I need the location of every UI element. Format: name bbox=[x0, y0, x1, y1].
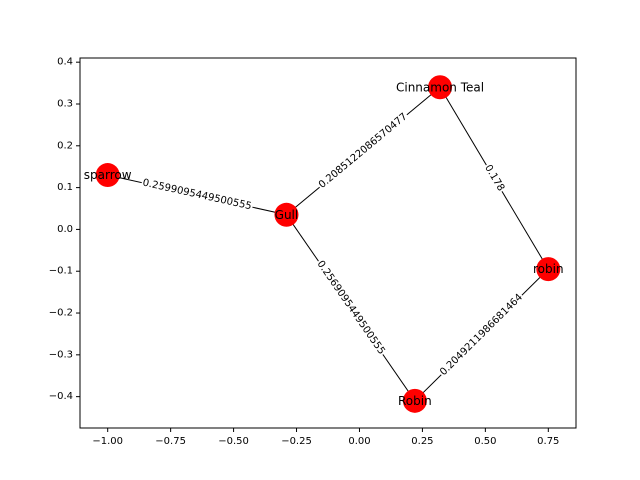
edge-label-background bbox=[316, 110, 411, 192]
y-tick-label: −0.3 bbox=[49, 349, 73, 360]
x-tick-label: 0.00 bbox=[348, 436, 370, 447]
node-label-layer: sparrow Gull Cinnamon Teal robin Robin bbox=[84, 80, 564, 408]
node-layer bbox=[95, 75, 561, 413]
node-teal bbox=[428, 75, 453, 100]
edge-label-background bbox=[140, 177, 254, 213]
y-tick-label: −0.2 bbox=[49, 308, 73, 319]
y-tick-label: 0.4 bbox=[57, 57, 73, 68]
x-tick-label: 0.25 bbox=[411, 436, 433, 447]
node-label-sparrow: sparrow bbox=[84, 168, 132, 182]
plot-frame bbox=[79, 57, 577, 429]
node-sparrow bbox=[95, 163, 120, 188]
y-tick-label: 0.3 bbox=[57, 98, 73, 109]
node-label-robin-upper: Robin bbox=[398, 394, 432, 408]
edge-label-background bbox=[481, 162, 507, 195]
x-tick-label: 0.75 bbox=[537, 436, 559, 447]
node-robin-lower bbox=[536, 257, 561, 282]
node-robin-upper bbox=[402, 388, 427, 413]
x-tick-label: 0.50 bbox=[474, 436, 496, 447]
y-tick-label: 0.2 bbox=[57, 140, 73, 151]
edge-label-background bbox=[313, 258, 388, 358]
node-label-gull: Gull bbox=[275, 208, 299, 222]
x-tick-label: −0.25 bbox=[281, 436, 312, 447]
edge-label-background bbox=[437, 291, 526, 379]
node-label-teal: Cinnamon Teal bbox=[396, 80, 484, 94]
node-label-robin-lower: robin bbox=[533, 262, 564, 276]
x-tick-label: −0.75 bbox=[155, 436, 186, 447]
y-tick-label: −0.1 bbox=[49, 266, 73, 277]
x-tick-label: −0.50 bbox=[218, 436, 249, 447]
node-gull bbox=[274, 202, 299, 227]
x-axis: −1.00 −0.75 −0.50 −0.25 0.00 0.25 0.50 0.75 bbox=[92, 428, 559, 447]
y-axis: 0.4 0.3 0.2 0.1 0.0 −0.1 −0.2 −0.3 −0.4 bbox=[49, 57, 80, 402]
y-tick-label: 0.0 bbox=[57, 224, 73, 235]
y-tick-label: 0.1 bbox=[57, 182, 73, 193]
y-tick-label: −0.4 bbox=[49, 391, 73, 402]
x-tick-label: −1.00 bbox=[92, 436, 123, 447]
